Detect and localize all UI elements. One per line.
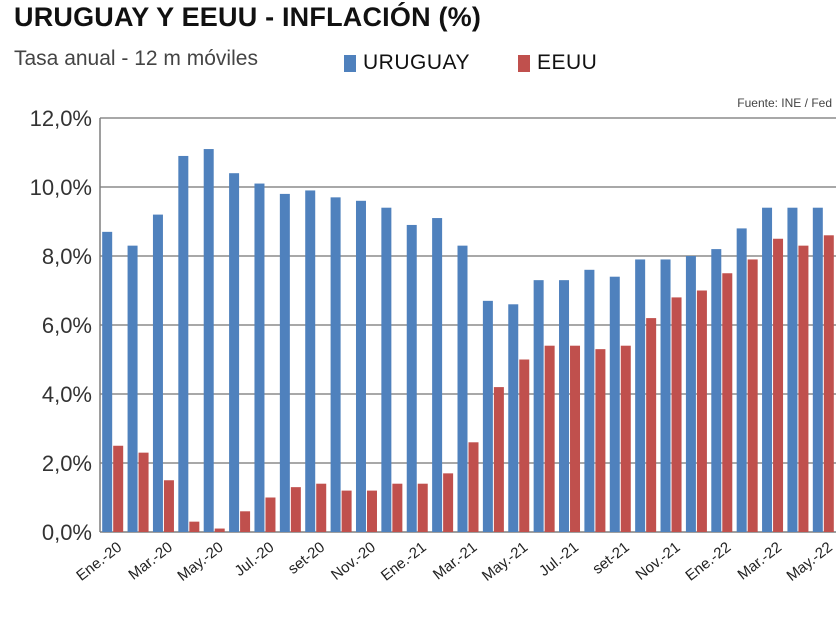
bar-uruguay	[736, 228, 747, 532]
y-tick-label: 12,0%	[30, 106, 92, 131]
x-tick-label: Mar.-21	[430, 539, 481, 584]
bar-eeuu	[265, 497, 276, 532]
bar-uruguay	[457, 245, 468, 532]
bar-uruguay	[432, 218, 443, 533]
bar-eeuu	[214, 528, 225, 532]
bar-uruguay	[609, 276, 620, 532]
x-tick-label: set-20	[285, 539, 328, 578]
x-tick-label: Mar.-22	[734, 539, 785, 584]
bar-eeuu	[823, 235, 834, 533]
legend-swatch-eeuu	[518, 54, 530, 72]
bar-eeuu	[646, 318, 657, 532]
bar-uruguay	[762, 207, 773, 532]
bar-uruguay	[508, 304, 519, 532]
bar-uruguay	[305, 190, 316, 532]
bar-uruguay	[381, 207, 392, 532]
bar-eeuu	[468, 442, 479, 532]
bar-uruguay	[660, 259, 671, 532]
x-tick-label: Nov.-20	[328, 539, 379, 584]
bar-uruguay	[330, 197, 341, 532]
x-tick-label: May.-22	[783, 539, 835, 585]
bar-eeuu	[366, 490, 377, 532]
bar-uruguay	[127, 245, 138, 532]
x-tick-label: Ene.-20	[73, 539, 125, 585]
bar-uruguay	[152, 214, 163, 532]
bar-eeuu	[773, 238, 784, 532]
bar-uruguay	[711, 249, 722, 532]
x-tick-label: May.-20	[174, 539, 226, 585]
x-tick-label: Jul.-21	[536, 539, 582, 580]
bar-eeuu	[722, 273, 733, 532]
bar-uruguay	[355, 200, 366, 533]
bar-eeuu	[417, 483, 428, 532]
bar-uruguay	[102, 231, 113, 532]
bar-eeuu	[747, 259, 758, 532]
bar-uruguay	[279, 193, 290, 532]
chart-source: Fuente: INE / Fed	[737, 96, 832, 110]
bar-eeuu	[290, 487, 301, 532]
bar-eeuu	[189, 521, 200, 532]
bar-uruguay	[559, 280, 570, 532]
bar-uruguay	[406, 224, 417, 532]
legend-label-uruguay: URUGUAY	[363, 51, 470, 74]
bar-eeuu	[696, 290, 707, 532]
bar-uruguay	[787, 207, 798, 532]
y-tick-label: 2,0%	[42, 451, 92, 476]
y-tick-label: 6,0%	[42, 313, 92, 338]
legend-swatch-uruguay	[344, 54, 356, 72]
x-tick-label: Ene.-21	[378, 539, 430, 585]
x-tick-label: Nov.-21	[633, 539, 684, 584]
x-tick-label: set-21	[589, 539, 632, 578]
bar-eeuu	[341, 490, 352, 532]
chart-title: URUGUAY Y EEUU - INFLACIÓN (%)	[14, 2, 482, 32]
bar-eeuu	[443, 473, 454, 532]
y-tick-label: 8,0%	[42, 244, 92, 269]
bar-uruguay	[685, 256, 696, 532]
bar-eeuu	[493, 387, 504, 532]
bar-eeuu	[595, 349, 606, 532]
chart-subtitle: Tasa anual - 12 m móviles	[14, 47, 258, 70]
x-tick-label: May.-21	[479, 539, 531, 585]
bar-eeuu	[798, 245, 809, 532]
bar-uruguay	[584, 269, 595, 532]
bar-eeuu	[519, 359, 530, 532]
bar-eeuu	[240, 511, 251, 532]
y-tick-label: 0,0%	[42, 520, 92, 545]
bar-uruguay	[635, 259, 646, 532]
bar-eeuu	[544, 345, 555, 532]
bar-uruguay	[203, 149, 214, 533]
bar-eeuu	[620, 345, 631, 532]
bar-eeuu	[163, 480, 174, 532]
bar-uruguay	[178, 155, 189, 532]
bar-uruguay	[254, 183, 265, 533]
x-tick-label: Mar.-20	[125, 539, 176, 584]
x-tick-label: Ene.-22	[682, 539, 734, 585]
bar-uruguay	[482, 300, 493, 532]
bar-uruguay	[533, 280, 544, 532]
bar-eeuu	[316, 483, 327, 532]
y-tick-label: 4,0%	[42, 382, 92, 407]
y-tick-label: 10,0%	[30, 175, 92, 200]
legend-item-eeuu: EEUU	[518, 51, 597, 75]
bar-uruguay	[229, 173, 240, 532]
legend-label-eeuu: EEUU	[537, 51, 598, 74]
legend-item-uruguay: URUGUAY	[344, 51, 470, 75]
bar-eeuu	[570, 345, 581, 532]
x-tick-label: Jul.-20	[231, 539, 277, 580]
bar-eeuu	[392, 483, 403, 532]
bar-eeuu	[671, 297, 682, 532]
bar-eeuu	[113, 445, 124, 532]
bar-uruguay	[812, 207, 823, 532]
bar-eeuu	[138, 452, 149, 532]
